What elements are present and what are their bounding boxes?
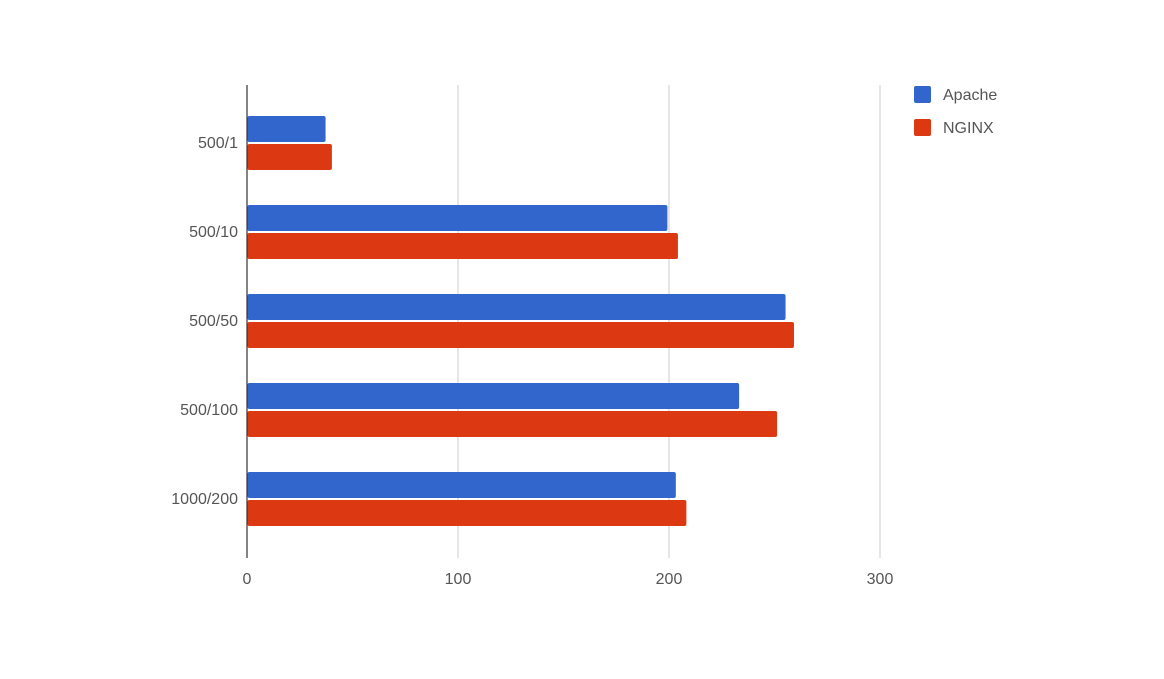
x-tick-label: 100 <box>445 571 472 588</box>
legend-item-nginx[interactable]: NGINX <box>914 119 994 137</box>
legend: Apache NGINX <box>914 86 997 137</box>
x-tick-label: 300 <box>867 571 894 588</box>
x-tick-label: 200 <box>656 571 683 588</box>
bar-nginx-500-1 <box>247 144 332 170</box>
legend-item-apache[interactable]: Apache <box>914 86 997 104</box>
category-label: 500/10 <box>189 224 238 241</box>
bar-apache-1000-200 <box>247 472 676 498</box>
legend-label: NGINX <box>943 120 994 137</box>
bar-nginx-500-100 <box>247 411 778 437</box>
bar-apache-500-100 <box>247 383 740 409</box>
category-label: 500/1 <box>198 135 238 152</box>
bar-apache-500-50 <box>247 294 786 320</box>
x-axis-tick-labels: 0 100 200 300 <box>243 571 894 588</box>
category-label: 1000/200 <box>171 491 238 508</box>
bar-nginx-1000-200 <box>247 500 687 526</box>
category-label: 500/50 <box>189 313 238 330</box>
y-axis-category-labels: 500/1 500/10 500/50 500/100 1000/200 <box>171 135 238 508</box>
legend-label: Apache <box>943 87 997 104</box>
bar-nginx-500-10 <box>247 233 678 259</box>
x-tick-label: 0 <box>243 571 252 588</box>
bar-nginx-500-50 <box>247 322 794 348</box>
category-label: 500/100 <box>180 402 238 419</box>
legend-swatch <box>914 119 931 136</box>
bar-apache-500-1 <box>247 116 326 142</box>
legend-swatch <box>914 86 931 103</box>
bars <box>247 116 794 526</box>
bar-apache-500-10 <box>247 205 668 231</box>
